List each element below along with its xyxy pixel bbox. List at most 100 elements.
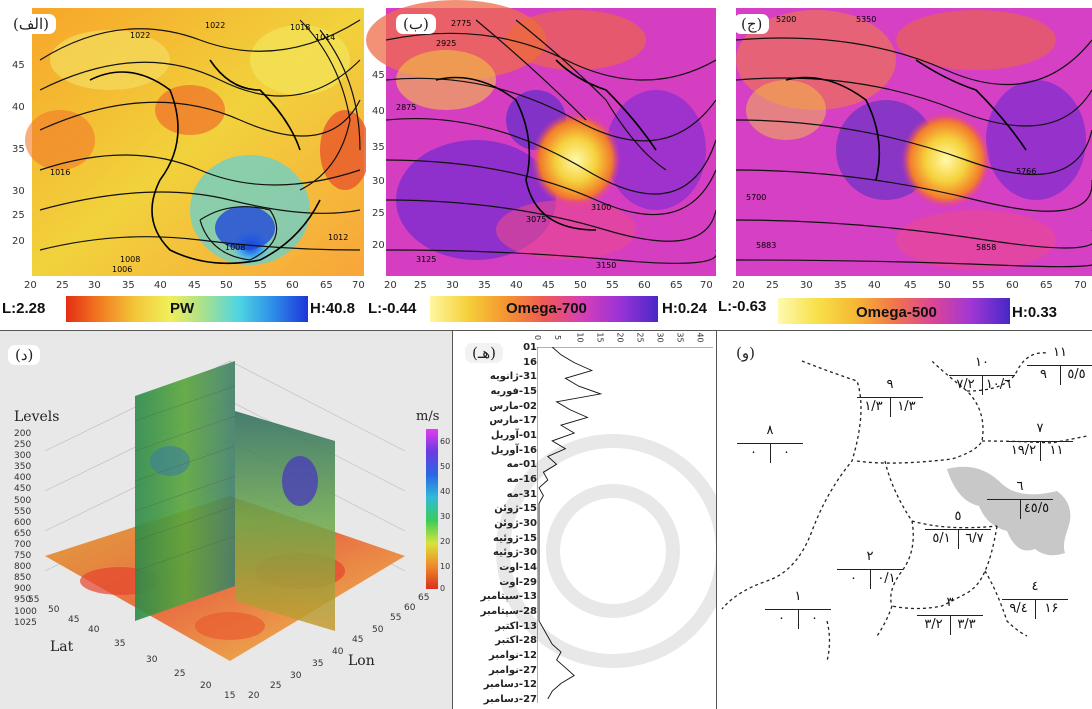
zone-value-right: ۰ xyxy=(850,571,857,586)
top-tick: 20 xyxy=(615,332,625,343)
zone-divider xyxy=(1020,499,1021,519)
level-tick: 700 xyxy=(14,539,32,550)
lon-tick: 55 xyxy=(390,613,402,623)
contour-label: 1014 xyxy=(315,33,335,42)
level-tick: 400 xyxy=(14,473,32,484)
zone-٤: ٤ ۹/٤ ۱۶ xyxy=(1002,579,1068,625)
lat-axis: 45 40 35 30 25 20 xyxy=(8,40,32,280)
zone-value-left: ۱۶ xyxy=(1044,601,1059,616)
colorbar-name: Omega-700 xyxy=(506,300,587,317)
lon-tick: 35 xyxy=(312,659,324,669)
level-tick: 750 xyxy=(14,551,32,562)
colorbar-high: H:0.24 xyxy=(662,300,708,317)
zone-divider xyxy=(870,569,871,589)
lon-tick: 30 xyxy=(446,280,459,291)
lat-tick: 20 xyxy=(12,236,25,247)
zone-٩: ٩ ١/٣ ١/٣ xyxy=(857,377,923,423)
date-tick: 17-مارس xyxy=(489,415,537,427)
panel-label: (و) xyxy=(729,343,762,363)
colorbar-name: Omega-500 xyxy=(856,304,937,321)
contour-label: 5883 xyxy=(756,241,776,250)
lon-tick: 45 xyxy=(352,635,364,645)
panel-f-zones: (و) ١ ۰ ۰ ٢ ۰ ۰/۱ ٣ ۳/۲ ۳/۳ ٤ ۹/٤ ۱۶ ٥ ٥/١ ٦/٧ ٦ ٤٥/٥ ٧ ١٩… xyxy=(716,330,1092,709)
lon-tick: 55 xyxy=(254,280,267,291)
scale-tick: 10 xyxy=(440,562,451,571)
lon-tick: 50 xyxy=(938,280,951,291)
lon-tick: 50 xyxy=(372,625,384,635)
contour-label: 1008 xyxy=(120,255,140,264)
lon-tick: 60 xyxy=(1006,280,1019,291)
lon-tick: 65 xyxy=(418,593,430,603)
lon-tick: 35 xyxy=(478,280,491,291)
zone-fraction-line xyxy=(1027,365,1092,366)
zone-number: ٥ xyxy=(954,509,962,524)
date-tick: 13-سپتامبر xyxy=(480,591,537,603)
pw-map: 1022 1018 1022 1014 1016 1008 1008 1006 … xyxy=(25,8,366,276)
lat-tick: 25 xyxy=(174,669,186,679)
contour-label: 3150 xyxy=(596,261,616,270)
top-tick: 0 xyxy=(533,334,543,341)
colorbar-high: H:0.33 xyxy=(1012,304,1058,321)
lon-tick: 60 xyxy=(286,280,299,291)
date-tick: 16-آوریل xyxy=(490,444,537,456)
zone-number: ٩ xyxy=(886,377,894,392)
lon-tick: 50 xyxy=(220,280,233,291)
lat-tick: 45 xyxy=(372,70,385,81)
contour-label: 5766 xyxy=(1016,167,1036,176)
lat-tick: 50 xyxy=(48,605,60,615)
zone-number: ٢ xyxy=(866,549,874,564)
zones-map xyxy=(721,352,1088,662)
zone-value-left: ٦/٧ xyxy=(965,531,984,546)
rosette-watermark xyxy=(496,434,717,668)
zone-value-left: ۳/۳ xyxy=(957,617,976,632)
zone-divider xyxy=(982,375,983,395)
zone-١١: ١١ ٩ ٥/٥ xyxy=(1027,345,1092,391)
zone-divider xyxy=(1035,599,1036,619)
lat-tick: 35 xyxy=(372,142,385,153)
wind-3d-plot xyxy=(44,360,406,661)
date-tick: 01 xyxy=(523,342,537,353)
date-tick: 31-مه xyxy=(506,488,537,500)
colorbar-low: L:-0.63 xyxy=(718,298,767,315)
top-tick: 40 xyxy=(695,332,705,343)
date-tick: 12-نوامبر xyxy=(488,650,537,661)
top-tick: 10 xyxy=(575,332,585,343)
zone-number: ٤ xyxy=(1031,579,1039,594)
lon-tick: 25 xyxy=(56,280,69,291)
lon-tick: 55 xyxy=(972,280,985,291)
zone-number: ٣ xyxy=(946,595,954,610)
zone-number: ١١ xyxy=(1053,345,1067,360)
zone-value-right: ٩ xyxy=(1040,367,1047,382)
panel-e-timeseries: (هـ) 0 5 10 15 20 25 30 35 40 01 16 31-ژان… xyxy=(452,330,717,709)
zone-number: ١٠ xyxy=(975,355,989,370)
lon-tick: 35 xyxy=(122,280,135,291)
zone-٣: ٣ ۳/۲ ۳/۳ xyxy=(917,595,983,641)
level-tick: 200 xyxy=(14,429,32,439)
zone-value-left: ۰/۱ xyxy=(877,571,896,586)
lat-tick: 40 xyxy=(372,106,385,117)
panel-b-omega700-map: 2775 2925 2875 3075 3100 3125 3150 (ب) 4… xyxy=(366,0,716,330)
lat-tick: 30 xyxy=(146,655,158,665)
lat-tick: 55 xyxy=(28,595,40,605)
level-tick: 950 xyxy=(14,595,32,606)
zone-value-right: ۰ xyxy=(778,611,785,626)
lon-tick: 65 xyxy=(670,280,683,291)
lat-tick: 40 xyxy=(88,625,100,635)
timeseries-plot xyxy=(537,347,713,703)
zone-divider xyxy=(1040,441,1041,461)
lon-axis: 20 25 30 35 40 45 50 55 60 65 70 xyxy=(384,280,716,294)
levels-axis: 200 250 300 350 400 450 500 550 600 650 … xyxy=(14,429,46,628)
date-tick: 14-اوت xyxy=(499,562,537,573)
lon-ticks-3d: 20 25 30 35 40 45 50 55 60 65 xyxy=(240,591,450,707)
lon-tick: 40 xyxy=(510,280,523,291)
date-tick: 02-مارس xyxy=(489,400,537,412)
zone-value-left: ۰ xyxy=(811,611,818,626)
levels-title: Levels xyxy=(14,409,60,425)
scale-tick: 40 xyxy=(440,487,451,496)
zone-value-left: ۰ xyxy=(783,445,790,460)
date-tick: 15-ژوئن xyxy=(494,503,537,515)
zone-number: ٨ xyxy=(766,423,774,438)
level-tick: 350 xyxy=(14,462,32,473)
omega500-map: 5200 5350 5700 5883 5858 5766 xyxy=(735,8,1092,276)
